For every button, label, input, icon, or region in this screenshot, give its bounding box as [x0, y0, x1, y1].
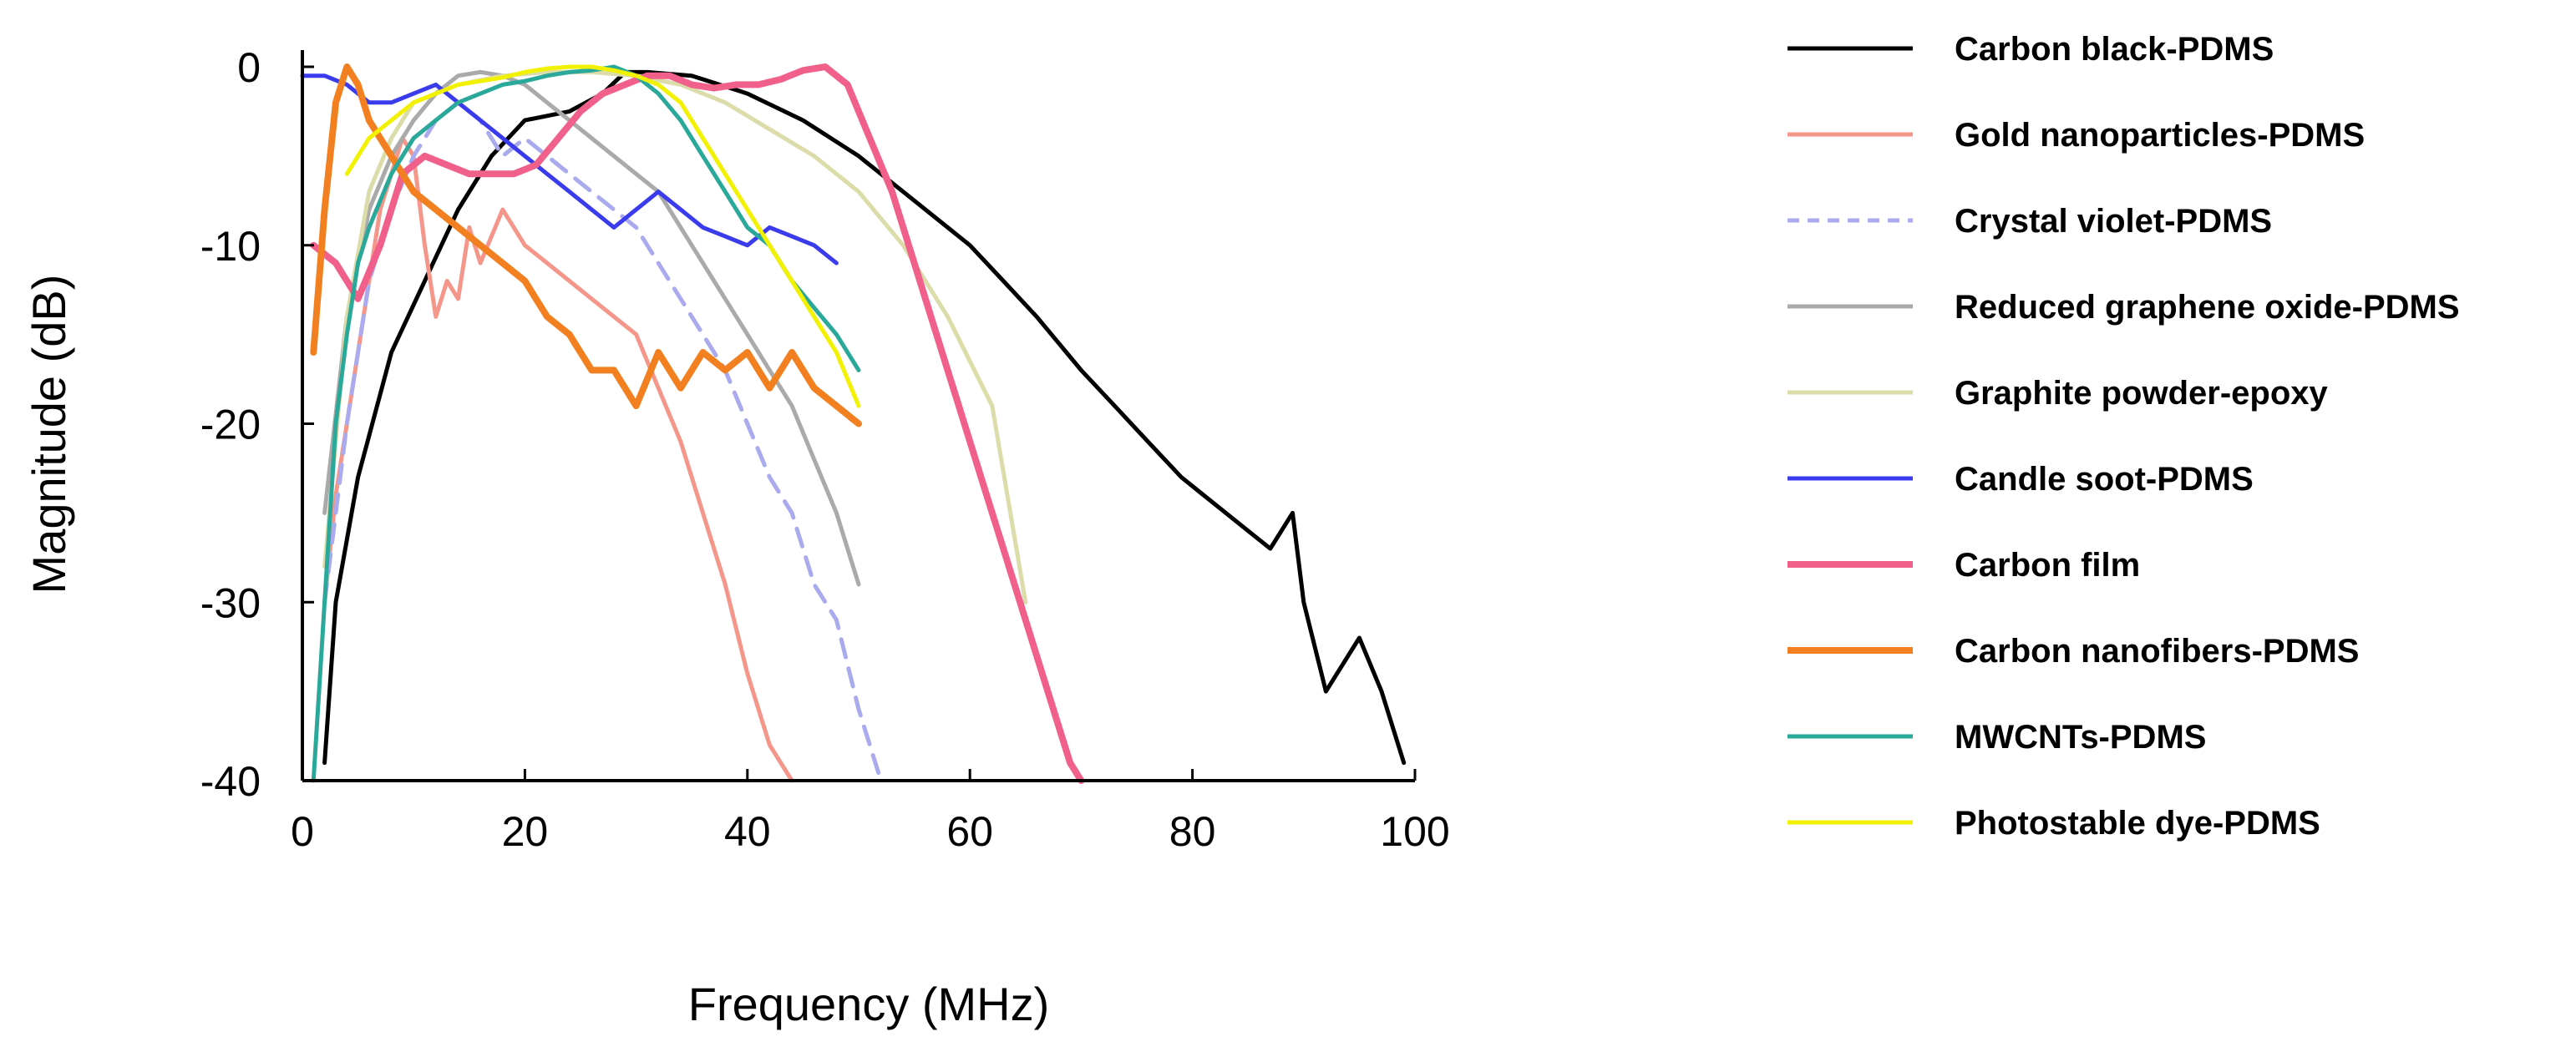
- series-line-carbon-film: [310, 63, 1085, 784]
- series-line-gold-nanoparticles-pdms: [322, 136, 794, 783]
- legend-label-gold-nanoparticles-pdms: Gold nanoparticles-PDMS: [1955, 117, 2365, 154]
- legend-label-carbon-film: Carbon film: [1955, 547, 2140, 584]
- x-tick-label: 100: [1380, 808, 1449, 855]
- y-tick-label: -40: [200, 758, 261, 805]
- legend-label-carbon-nanofibers-pdms: Carbon nanofibers-PDMS: [1955, 633, 2359, 670]
- legend-label-reduced-graphene-oxide-pdms: Reduced graphene oxide-PDMS: [1955, 289, 2460, 326]
- series-line-reduced-graphene-oxide-pdms: [322, 69, 861, 587]
- y-tick-label: 0: [237, 44, 261, 91]
- x-tick-label: 60: [946, 808, 993, 855]
- legend-label-candle-soot-pdms: Candle soot-PDMS: [1955, 461, 2254, 498]
- x-tick-label: 80: [1169, 808, 1216, 855]
- series-line-carbon-nanofibers-pdms: [310, 63, 862, 427]
- series-line-graphite-powder-epoxy: [322, 69, 1028, 604]
- y-axis-title: Magnitude (dB): [23, 275, 75, 594]
- legend-layer: Carbon black-PDMS Gold nanoparticles-PDMS…: [1787, 31, 2460, 842]
- series-layer: [300, 63, 1407, 784]
- series-line-crystal-violet-pdms: [322, 100, 884, 783]
- x-tick-label: 0: [291, 808, 314, 855]
- series-line-photostable-dye-pdms: [344, 64, 861, 408]
- x-tick-label: 40: [724, 808, 771, 855]
- x-axis-title: Frequency (MHz): [688, 978, 1050, 1030]
- x-tick-label: 20: [502, 808, 549, 855]
- legend-label-mwcnts-pdms: MWCNTs-PDMS: [1955, 719, 2206, 756]
- y-tick-label: -10: [200, 223, 261, 270]
- y-tick-label: -30: [200, 579, 261, 626]
- legend-label-carbon-black-pdms: Carbon black-PDMS: [1955, 31, 2274, 68]
- y-tick-label: -20: [200, 402, 261, 448]
- legend-label-photostable-dye-pdms: Photostable dye-PDMS: [1955, 805, 2320, 842]
- series-line-mwcnts-pdms: [311, 64, 861, 783]
- series-line-candle-soot-pdms: [300, 73, 839, 266]
- series-line-carbon-black-pdms: [322, 69, 1407, 766]
- legend-label-crystal-violet-pdms: Crystal violet-PDMS: [1955, 203, 2272, 240]
- axes-layer: 0 20 40 60 80 100 0 -10 -20 -30 -40: [200, 44, 1450, 855]
- legend-label-graphite-powder-epoxy: Graphite powder-epoxy: [1955, 375, 2328, 412]
